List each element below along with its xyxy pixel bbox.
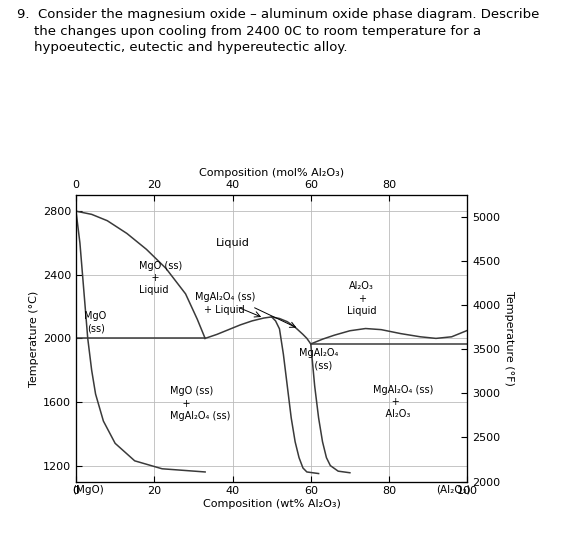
Y-axis label: Temperature (°F): Temperature (°F) bbox=[504, 291, 515, 386]
Text: hypoeutectic, eutectic and hypereutectic alloy.: hypoeutectic, eutectic and hypereutectic… bbox=[17, 41, 347, 54]
Text: MgAl₂O₄ (ss)
      +
    Al₂O₃: MgAl₂O₄ (ss) + Al₂O₃ bbox=[373, 385, 434, 419]
Y-axis label: Temperature (°C): Temperature (°C) bbox=[29, 291, 39, 386]
Text: MgAl₂O₄
   (ss): MgAl₂O₄ (ss) bbox=[299, 348, 338, 370]
Text: MgO (ss)
    +
Liquid: MgO (ss) + Liquid bbox=[138, 261, 182, 295]
Text: Al₂O₃
+
Liquid: Al₂O₃ + Liquid bbox=[347, 281, 377, 316]
Text: 9.  Consider the magnesium oxide – aluminum oxide phase diagram. Describe: 9. Consider the magnesium oxide – alumin… bbox=[17, 8, 539, 21]
Text: (MgO): (MgO) bbox=[72, 485, 104, 495]
Text: MgAl₂O₄ (ss)
+ Liquid: MgAl₂O₄ (ss) + Liquid bbox=[194, 292, 255, 315]
Text: the changes upon cooling from 2400 0C to room temperature for a: the changes upon cooling from 2400 0C to… bbox=[17, 25, 481, 37]
Text: MgO (ss)
    +
MgAl₂O₄ (ss): MgO (ss) + MgAl₂O₄ (ss) bbox=[170, 386, 230, 421]
Text: Liquid: Liquid bbox=[216, 238, 249, 248]
X-axis label: Composition (mol% Al₂O₃): Composition (mol% Al₂O₃) bbox=[199, 168, 344, 178]
Text: MgO
(ss): MgO (ss) bbox=[84, 311, 107, 334]
Text: (Al₂O₃): (Al₂O₃) bbox=[436, 485, 471, 495]
X-axis label: Composition (wt% Al₂O₃): Composition (wt% Al₂O₃) bbox=[203, 499, 341, 509]
